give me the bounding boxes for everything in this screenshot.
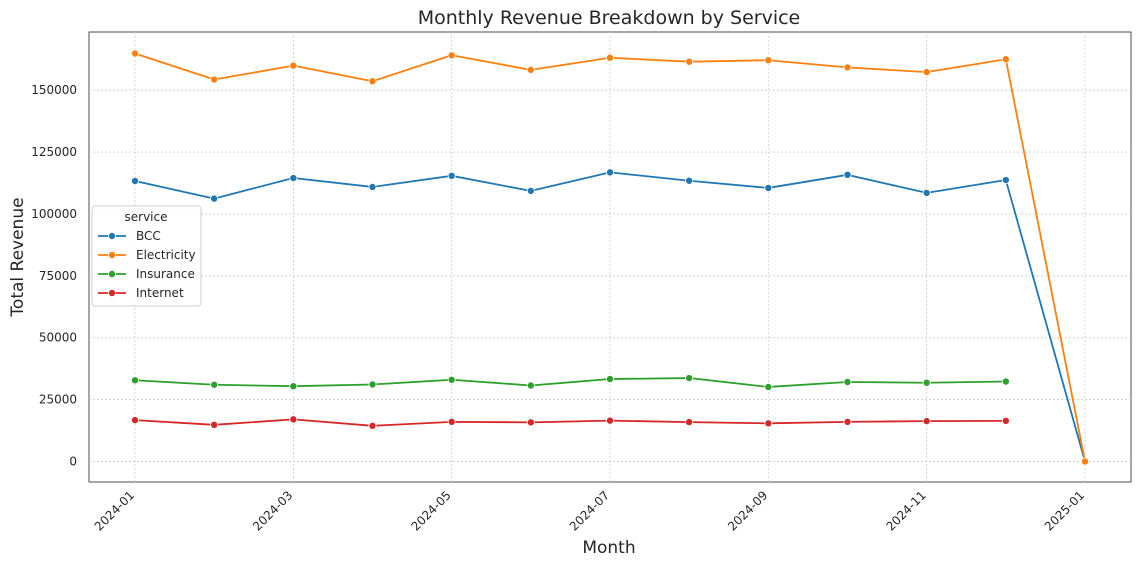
legend-item-insurance: Insurance	[98, 267, 195, 281]
series-insurance	[130, 374, 1010, 391]
data-point-insurance	[447, 375, 456, 384]
data-point-electricity	[447, 51, 456, 60]
data-point-bcc	[843, 170, 852, 179]
x-tick-label: 2024-09	[725, 488, 770, 533]
data-point-internet	[210, 420, 219, 429]
data-point-insurance	[130, 376, 139, 385]
data-point-electricity	[1001, 55, 1010, 64]
data-point-insurance	[606, 375, 615, 384]
data-point-internet	[685, 418, 694, 427]
data-point-insurance	[922, 378, 931, 387]
data-point-bcc	[289, 174, 298, 183]
legend-label: Insurance	[136, 267, 195, 281]
x-tick-label: 2024-07	[567, 488, 612, 533]
x-tick-label: 2024-01	[92, 488, 137, 533]
x-axis-label: Month	[582, 538, 635, 558]
y-tick-label: 25000	[39, 393, 77, 407]
y-tick-label: 50000	[39, 331, 77, 345]
legend-box	[91, 205, 202, 307]
series-line-internet	[134, 418, 1006, 427]
legend-swatch-marker	[108, 231, 117, 240]
data-point-internet	[130, 416, 139, 425]
data-point-insurance	[526, 381, 535, 390]
data-point-bcc	[685, 176, 694, 185]
data-point-electricity	[1081, 457, 1090, 466]
data-point-internet	[447, 417, 456, 426]
legend-label: BCC	[136, 229, 161, 243]
data-point-insurance	[685, 374, 694, 383]
data-point-electricity	[368, 77, 377, 86]
series-line-insurance	[134, 377, 1006, 388]
data-point-bcc	[1001, 176, 1010, 185]
y-axis-label: Total Revenue	[8, 197, 28, 317]
series-lines	[130, 49, 1090, 466]
data-point-electricity	[526, 65, 535, 74]
data-point-bcc	[447, 171, 456, 180]
x-tick-label: 2024-11	[883, 488, 928, 533]
data-point-internet	[289, 415, 298, 424]
data-point-internet	[764, 419, 773, 428]
legend-title: service	[125, 210, 168, 224]
legend-swatch-marker	[108, 250, 117, 259]
legend-item-electricity: Electricity	[98, 248, 196, 262]
x-tick-label: 2025-01	[1042, 488, 1087, 533]
y-tick-label: 0	[69, 454, 77, 468]
legend-swatch-marker	[108, 269, 117, 278]
y-axis-ticks: 0 25000 50000 75000 100000 125000 150000	[31, 83, 77, 468]
legend-item-internet: Internet	[98, 286, 184, 300]
data-point-insurance	[368, 380, 377, 389]
chart-title: Monthly Revenue Breakdown by Service	[418, 7, 801, 29]
legend-swatch-marker	[108, 288, 117, 297]
data-point-internet	[922, 417, 931, 426]
data-point-internet	[843, 417, 852, 426]
data-point-internet	[526, 418, 535, 427]
data-point-bcc	[606, 168, 615, 177]
data-point-bcc	[368, 182, 377, 191]
data-point-electricity	[130, 49, 139, 58]
data-point-internet	[1001, 416, 1010, 425]
y-tick-label: 125000	[31, 145, 77, 159]
data-point-electricity	[922, 68, 931, 77]
data-point-bcc	[526, 186, 535, 195]
data-point-insurance	[764, 382, 773, 391]
x-tick-label: 2024-05	[408, 488, 453, 533]
data-point-electricity	[685, 57, 694, 66]
legend-label: Internet	[136, 286, 184, 300]
series-bcc	[130, 168, 1090, 466]
x-tick-label: 2024-03	[250, 488, 295, 533]
data-point-internet	[368, 421, 377, 430]
legend: service BCC Electricity Insurance Internet	[91, 205, 202, 307]
data-point-electricity	[289, 61, 298, 70]
y-tick-label: 150000	[31, 83, 77, 97]
series-electricity	[130, 49, 1090, 466]
data-point-bcc	[764, 183, 773, 192]
data-point-internet	[606, 416, 615, 425]
data-point-electricity	[210, 75, 219, 84]
data-point-insurance	[1001, 377, 1010, 386]
grid-lines	[89, 32, 1131, 482]
x-axis-ticks: 2024-01 2024-03 2024-05 2024-07 2024-09 2024-…	[92, 488, 1087, 533]
y-tick-label: 75000	[39, 269, 77, 283]
data-point-electricity	[843, 63, 852, 72]
data-point-bcc	[210, 194, 219, 203]
legend-item-bcc: BCC	[98, 229, 161, 243]
data-point-insurance	[289, 382, 298, 391]
data-point-bcc	[922, 188, 931, 197]
data-point-electricity	[606, 53, 615, 62]
legend-label: Electricity	[136, 248, 196, 262]
data-point-insurance	[843, 377, 852, 386]
data-point-insurance	[210, 380, 219, 389]
data-point-bcc	[130, 177, 139, 186]
data-point-electricity	[764, 56, 773, 65]
y-tick-label: 100000	[31, 207, 77, 221]
series-internet	[130, 415, 1010, 430]
